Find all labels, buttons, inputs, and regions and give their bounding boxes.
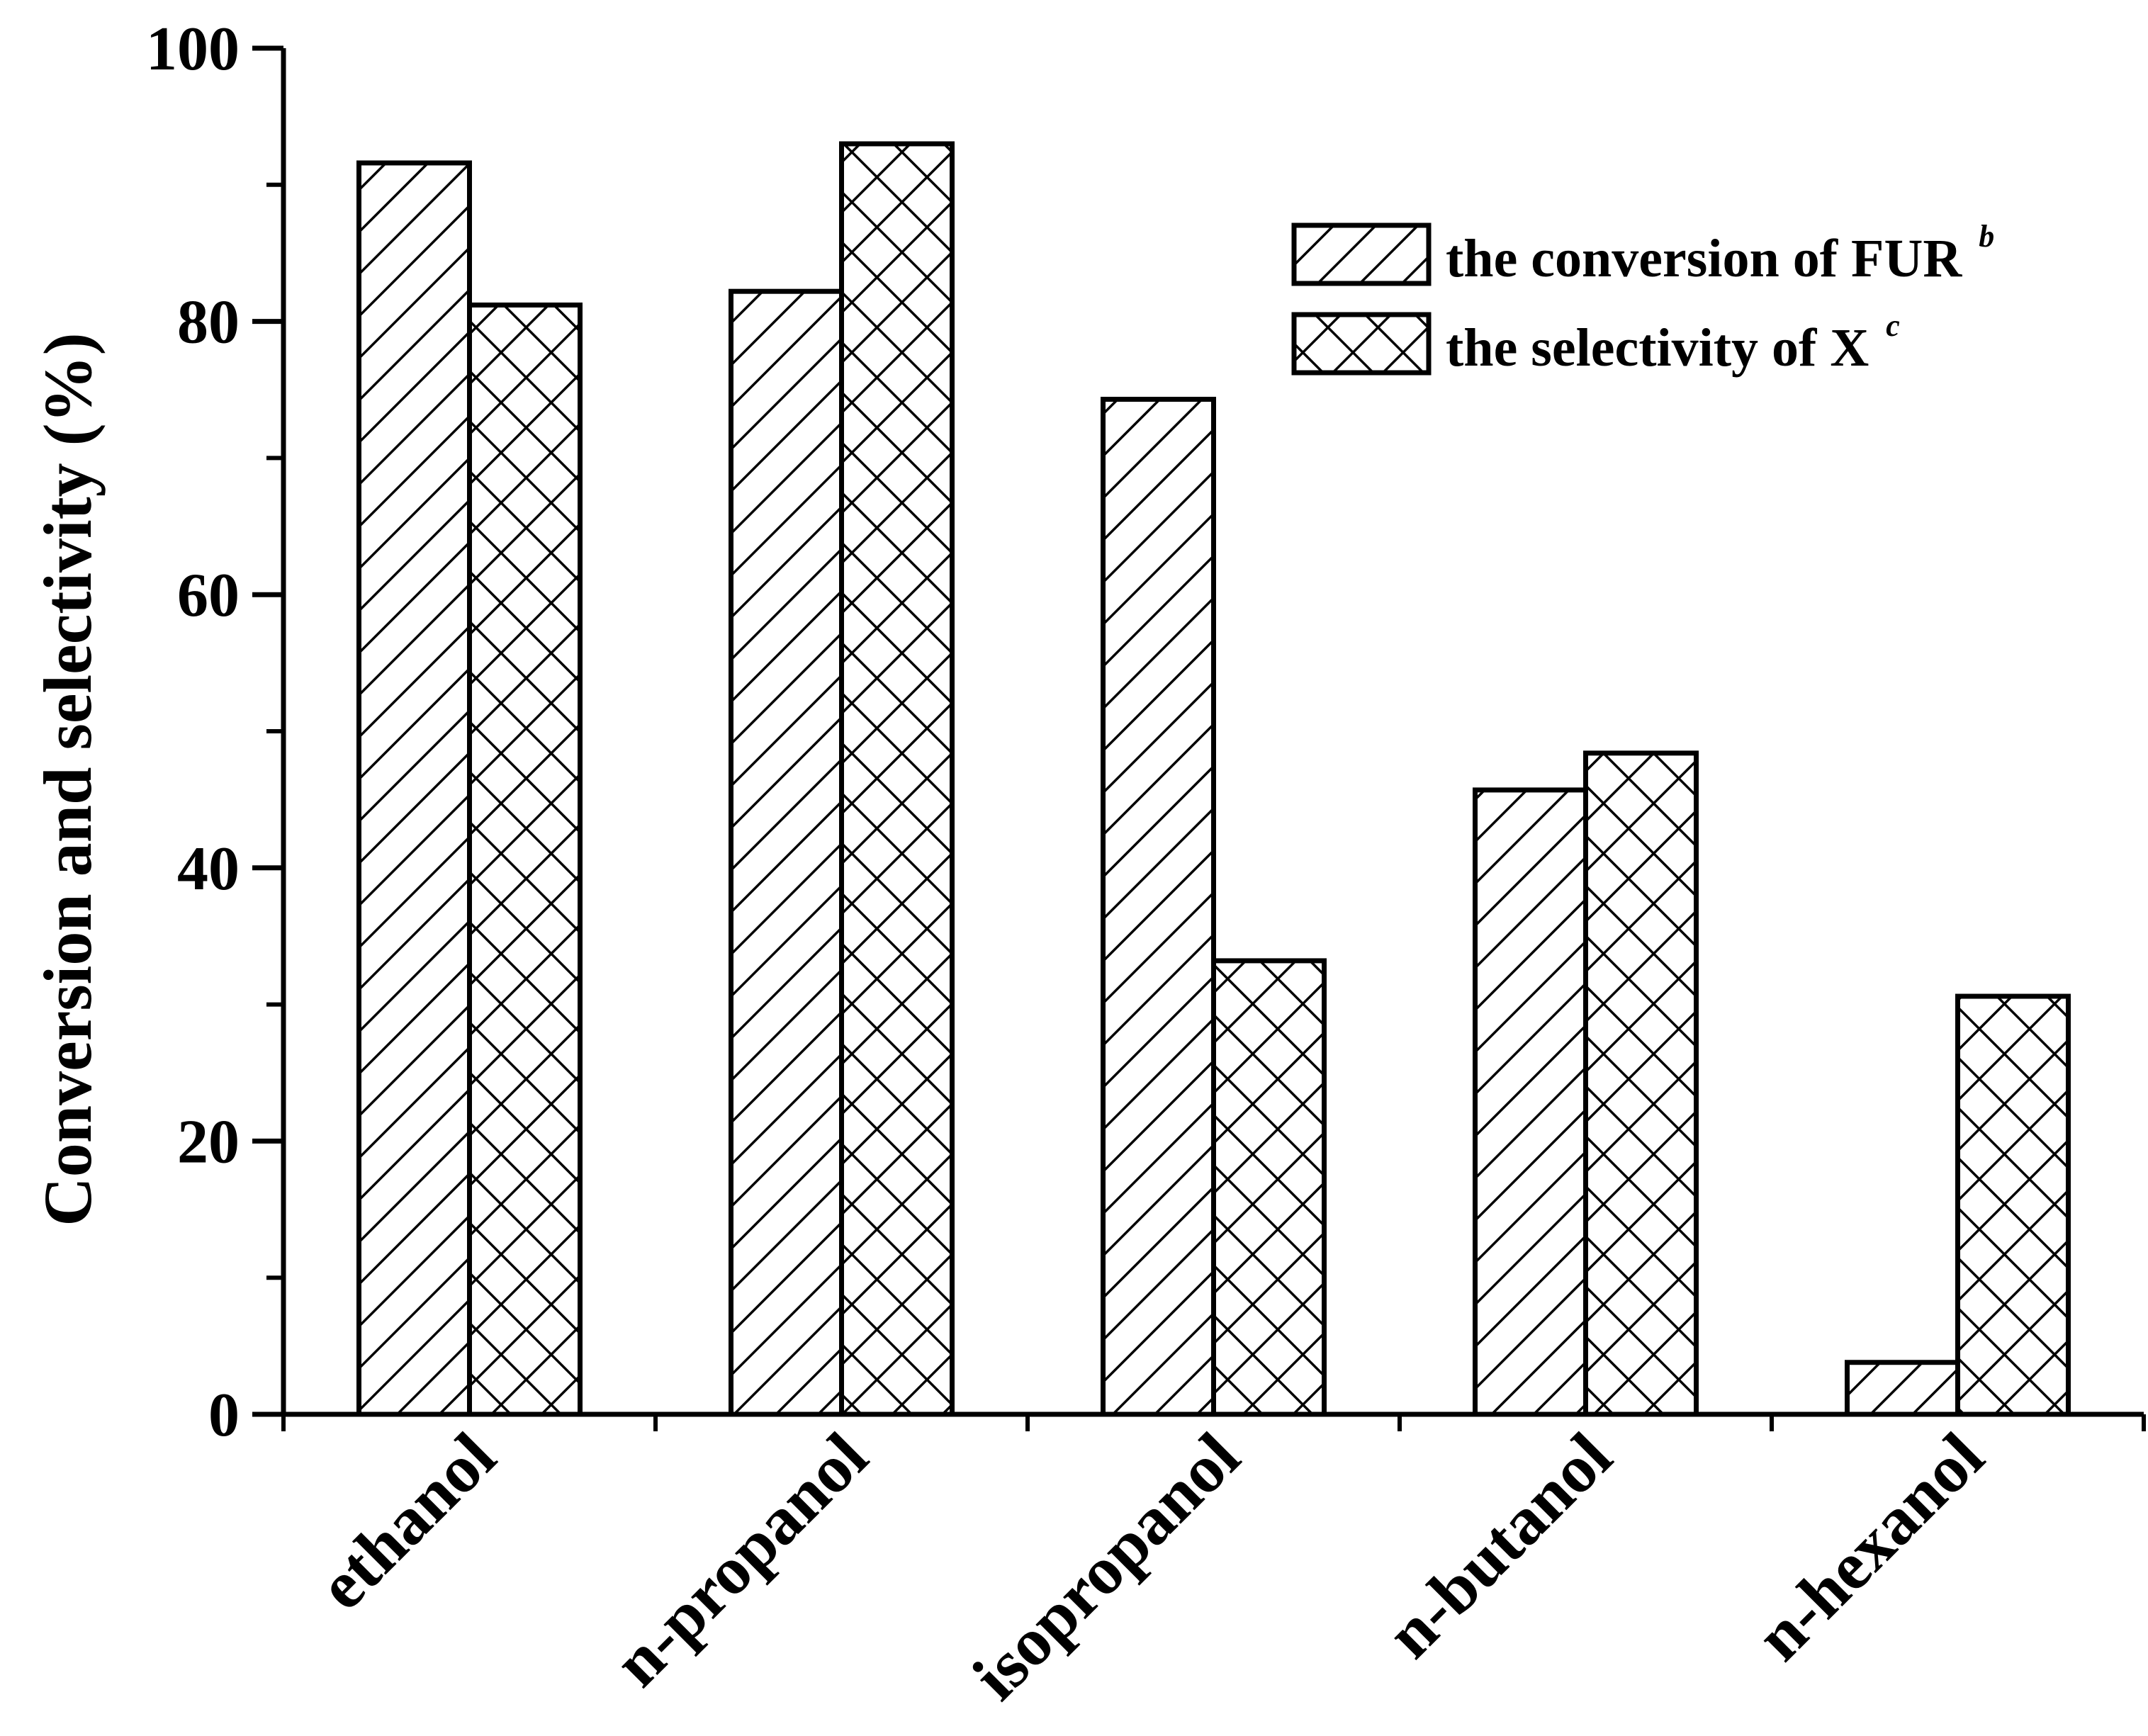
legend-swatch-selectivity <box>1291 312 1432 376</box>
y-tick-label: 40 <box>177 835 240 903</box>
bars <box>356 141 2071 1417</box>
x-category-label: isopropanol <box>958 1418 1254 1714</box>
bar-selectivity-n-propanol <box>839 141 955 1417</box>
x-category-label: n-hexanol <box>1741 1418 1998 1674</box>
x-category-label: n-propanol <box>599 1418 882 1701</box>
bar-conversion-isopropanol <box>1101 396 1216 1417</box>
bar-selectivity-n-butanol <box>1583 750 1699 1417</box>
bar-conversion-n-hexanol <box>1845 1360 1960 1417</box>
bar-selectivity-isopropanol <box>1211 958 1327 1417</box>
bar-selectivity-ethanol <box>467 302 583 1417</box>
y-axis-title: Conversion and selectivity (%) <box>30 332 106 1226</box>
legend-label-conversion: the conversion of FUR b <box>1446 219 1994 288</box>
y-tick-label: 80 <box>177 288 240 357</box>
x-category-label: n-butanol <box>1372 1418 1626 1672</box>
axes <box>252 45 2146 1431</box>
x-category-label: ethanol <box>304 1418 510 1624</box>
bar-conversion-n-butanol <box>1473 787 1588 1417</box>
bar-conversion-ethanol <box>356 160 472 1417</box>
y-tick-label: 0 <box>208 1381 240 1450</box>
y-tick-label: 20 <box>177 1107 240 1176</box>
legend-swatch-conversion <box>1291 222 1432 286</box>
bar-conversion-n-propanol <box>729 288 844 1417</box>
y-tick-label: 100 <box>146 15 240 84</box>
legend: the conversion of FUR b the selectivity o… <box>1291 219 1994 378</box>
y-tick-label: 60 <box>177 561 240 630</box>
bar-selectivity-n-hexanol <box>1955 993 2071 1417</box>
